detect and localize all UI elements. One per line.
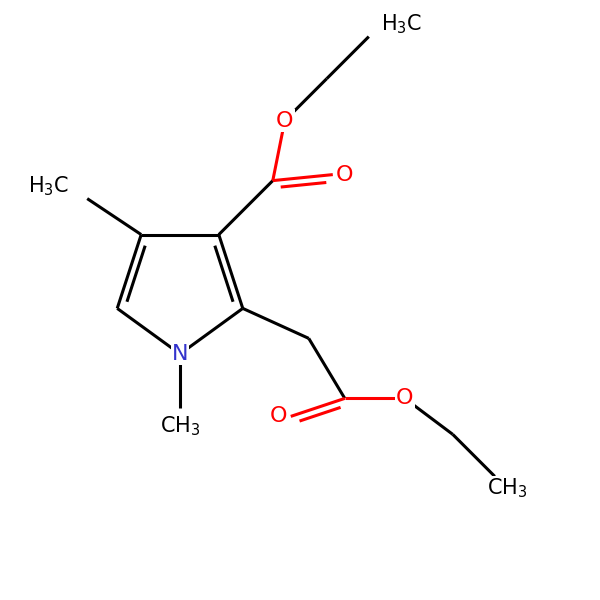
Text: CH$_3$: CH$_3$ [487, 476, 527, 500]
Text: H$_3$C: H$_3$C [381, 13, 422, 37]
Text: O: O [270, 406, 287, 427]
Text: O: O [276, 110, 293, 131]
Text: CH$_3$: CH$_3$ [160, 414, 200, 438]
Text: O: O [396, 388, 413, 409]
Text: N: N [172, 344, 188, 364]
Text: O: O [336, 164, 353, 185]
Text: H$_3$C: H$_3$C [28, 175, 69, 199]
